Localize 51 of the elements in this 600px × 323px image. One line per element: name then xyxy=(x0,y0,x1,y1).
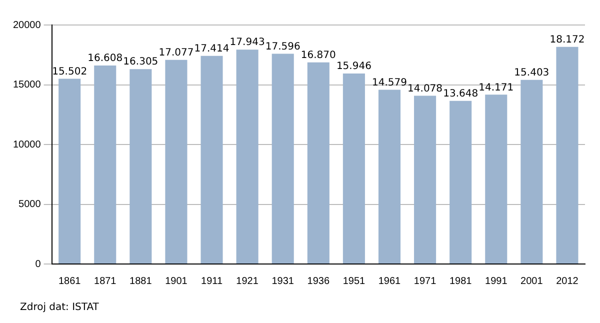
bar xyxy=(414,96,436,264)
data-label: 16.870 xyxy=(300,50,336,61)
x-tick-label: 1861 xyxy=(58,276,82,287)
x-tick-label: 1951 xyxy=(342,276,366,287)
x-tick-label: 2012 xyxy=(556,276,579,287)
x-tick-label: 1971 xyxy=(414,276,437,287)
data-label: 17.077 xyxy=(158,48,194,59)
data-label: 14.171 xyxy=(478,82,514,94)
data-label: 17.414 xyxy=(194,43,230,54)
bar xyxy=(378,90,401,264)
x-tick-label: 2001 xyxy=(520,276,544,287)
bar xyxy=(94,66,116,264)
y-tick-label: 10000 xyxy=(12,139,42,150)
bar xyxy=(307,62,330,264)
x-tick-label: 1901 xyxy=(165,276,188,287)
x-tick-label: 1936 xyxy=(307,276,330,287)
y-tick-label: 5000 xyxy=(18,199,42,210)
data-label: 16.608 xyxy=(88,53,123,64)
data-label: 15.502 xyxy=(52,66,88,78)
data-label: 18.172 xyxy=(550,34,585,46)
y-tick-label: 15000 xyxy=(12,80,42,90)
data-label: 15.946 xyxy=(336,61,372,72)
y-tick-label: 0 xyxy=(35,258,42,270)
text: Zdroj dat: ISTAT xyxy=(20,302,99,313)
x-tick-label: 1871 xyxy=(94,276,117,287)
x-tick-label: 1881 xyxy=(130,276,152,287)
bar xyxy=(236,50,258,264)
x-tick-label: 1991 xyxy=(485,276,508,287)
bar xyxy=(450,100,472,264)
bar xyxy=(342,73,365,264)
bar xyxy=(556,46,578,264)
data-label: 16.305 xyxy=(123,56,158,68)
x-tick-label: 1911 xyxy=(201,276,223,287)
data-label: 15.403 xyxy=(514,68,550,79)
bar xyxy=(58,78,81,264)
data-label: 13.648 xyxy=(443,88,478,100)
data-label: 14.078 xyxy=(408,83,443,94)
x-tick-label: 1981 xyxy=(449,276,472,287)
bar xyxy=(520,80,543,264)
bar xyxy=(130,69,152,264)
data-label: 17.596 xyxy=(265,41,300,52)
x-tick-label: 1961 xyxy=(378,276,402,287)
bar xyxy=(165,60,188,264)
bar xyxy=(200,56,223,264)
data-label: 17.943 xyxy=(230,37,265,48)
x-tick-label: 1921 xyxy=(236,276,259,287)
y-tick-label: 20000 xyxy=(12,20,42,31)
x-tick-label: 1931 xyxy=(272,276,294,287)
bar xyxy=(272,54,294,264)
data-label: 14.579 xyxy=(372,77,407,88)
bar xyxy=(485,94,508,264)
